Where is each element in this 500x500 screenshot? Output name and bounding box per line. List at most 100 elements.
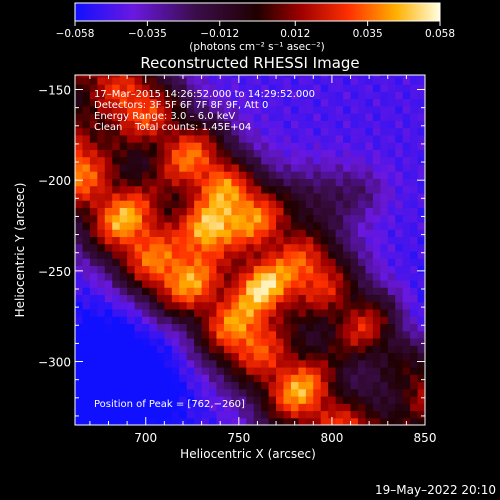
heatmap-cell xyxy=(127,113,136,121)
heatmap-cell xyxy=(112,75,121,78)
heatmap-cell xyxy=(395,75,404,78)
heatmap-cell xyxy=(298,287,307,296)
heatmap-cell xyxy=(164,265,173,274)
heatmap-cell xyxy=(112,258,121,267)
heatmap-cell xyxy=(372,200,381,208)
heatmap-cell xyxy=(142,265,151,274)
heatmap-cell xyxy=(395,301,404,310)
heatmap-cell xyxy=(268,395,277,404)
y-tick-label: −200 xyxy=(38,174,71,188)
heatmap-cell xyxy=(305,200,314,208)
heatmap-cell xyxy=(179,185,188,194)
heatmap-cell xyxy=(357,287,367,296)
heatmap-cell xyxy=(395,207,404,216)
heatmap-cell xyxy=(253,250,262,259)
heatmap-cell xyxy=(186,142,195,150)
heatmap-cell xyxy=(410,359,419,368)
heatmap-cell xyxy=(216,236,225,245)
heatmap-cell xyxy=(82,200,91,208)
heatmap-cell xyxy=(119,185,128,194)
heatmap-cell xyxy=(261,403,270,412)
heatmap-cell xyxy=(223,91,232,100)
heatmap-cell xyxy=(216,91,225,100)
heatmap-cell xyxy=(365,359,374,368)
heatmap-cell xyxy=(82,345,91,354)
heatmap-cell xyxy=(387,388,396,397)
heatmap-cell xyxy=(142,207,151,216)
heatmap-cell xyxy=(156,410,165,419)
heatmap-cell xyxy=(238,330,247,339)
heatmap-cell xyxy=(305,345,314,354)
heatmap-cell xyxy=(410,316,419,325)
heatmap-cell xyxy=(89,214,98,223)
heatmap-cell xyxy=(164,258,173,267)
heatmap-cell xyxy=(357,91,367,100)
colorbar-tick-label: 0.035 xyxy=(353,28,383,40)
heatmap-cell xyxy=(75,207,84,216)
heatmap-cell xyxy=(82,395,91,404)
heatmap-cell xyxy=(119,250,128,259)
heatmap-cell xyxy=(298,76,307,85)
heatmap-cell xyxy=(350,272,359,281)
heatmap-cell xyxy=(75,192,84,201)
heatmap-cell xyxy=(149,192,158,201)
heatmap-cell xyxy=(209,250,218,259)
heatmap-cell xyxy=(417,287,425,296)
heatmap-cell xyxy=(209,345,218,354)
heatmap-cell xyxy=(104,200,113,208)
heatmap-cell xyxy=(253,410,262,419)
heatmap-cell xyxy=(134,417,143,425)
heatmap-cell xyxy=(149,243,158,252)
heatmap-cell xyxy=(82,91,91,100)
heatmap-cell xyxy=(97,359,106,368)
heatmap-cell xyxy=(201,229,210,237)
heatmap-cell xyxy=(290,221,300,230)
heatmap-cell xyxy=(290,388,300,397)
heatmap-cell xyxy=(402,265,411,274)
heatmap-cell xyxy=(387,76,396,85)
heatmap-cell xyxy=(357,337,367,346)
heatmap-cell xyxy=(238,287,247,296)
heatmap-cell xyxy=(253,221,262,230)
heatmap-cell xyxy=(320,301,329,310)
heatmap-cell xyxy=(402,395,411,404)
heatmap-cell xyxy=(402,301,411,310)
heatmap-cell xyxy=(104,279,113,288)
heatmap-cell xyxy=(395,374,404,383)
heatmap-cell xyxy=(231,134,240,143)
heatmap-cell xyxy=(142,330,151,339)
heatmap-cell xyxy=(313,163,322,172)
heatmap-cell xyxy=(75,250,84,259)
heatmap-cell xyxy=(238,134,247,143)
heatmap-cell xyxy=(417,229,425,237)
heatmap-cell xyxy=(171,287,180,296)
heatmap-cell xyxy=(372,294,381,303)
heatmap-cell xyxy=(104,337,113,346)
heatmap-cell xyxy=(253,171,262,179)
heatmap-cell xyxy=(75,171,84,179)
heatmap-cell xyxy=(112,250,121,259)
heatmap-cell xyxy=(75,403,84,412)
heatmap-cell xyxy=(350,185,359,194)
heatmap-cell xyxy=(410,207,419,216)
heatmap-cell xyxy=(298,374,307,383)
heatmap-cell xyxy=(417,301,425,310)
heatmap-cell xyxy=(246,359,255,368)
heatmap-cell xyxy=(253,287,262,296)
heatmap-cell xyxy=(387,221,396,230)
heatmap-cell xyxy=(328,308,337,317)
heatmap-cell xyxy=(410,345,419,354)
heatmap-cell xyxy=(365,294,374,303)
heatmap-cell xyxy=(223,214,232,223)
heatmap-cell xyxy=(261,366,270,375)
heatmap-cell xyxy=(82,359,91,368)
heatmap-cell xyxy=(156,178,165,187)
heatmap-cell xyxy=(372,381,381,390)
heatmap-cell xyxy=(104,229,113,237)
heatmap-cell xyxy=(216,323,225,332)
heatmap-cell xyxy=(216,352,225,361)
heatmap-cell xyxy=(253,374,262,383)
heatmap-cell xyxy=(97,236,106,245)
heatmap-cell xyxy=(372,345,381,354)
y-axis-label: Heliocentric Y (arcsec) xyxy=(13,183,27,318)
